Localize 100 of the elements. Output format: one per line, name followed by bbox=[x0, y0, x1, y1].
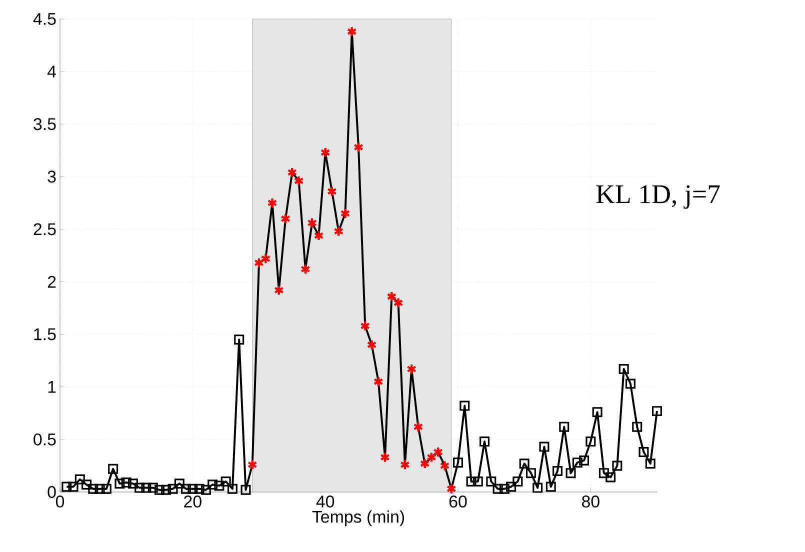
point bbox=[460, 400, 470, 411]
point bbox=[346, 26, 357, 38]
point bbox=[519, 458, 530, 469]
y-tick-label: 0 bbox=[48, 486, 56, 498]
point bbox=[94, 484, 105, 494]
point bbox=[532, 482, 543, 493]
point bbox=[486, 476, 496, 486]
point bbox=[433, 446, 444, 458]
point bbox=[625, 378, 636, 389]
point bbox=[480, 436, 490, 447]
point bbox=[413, 421, 424, 432]
x-tick-label: 20 bbox=[184, 496, 202, 508]
point bbox=[141, 482, 152, 493]
point bbox=[420, 458, 430, 470]
y-tick-label: 1 bbox=[48, 381, 56, 393]
point bbox=[280, 213, 291, 224]
point bbox=[539, 442, 550, 452]
point bbox=[154, 484, 164, 495]
point bbox=[234, 334, 244, 345]
point bbox=[340, 208, 350, 220]
y-tick-label: 2 bbox=[48, 276, 56, 288]
point bbox=[168, 484, 178, 494]
point bbox=[326, 186, 337, 197]
point bbox=[579, 455, 590, 466]
point bbox=[618, 364, 629, 374]
point bbox=[101, 484, 112, 494]
point bbox=[559, 422, 570, 432]
point bbox=[606, 472, 616, 482]
point bbox=[466, 476, 476, 486]
point bbox=[134, 482, 145, 493]
point bbox=[267, 197, 278, 209]
annotation: KL 1D, j=7 bbox=[596, 185, 720, 209]
point bbox=[320, 146, 330, 158]
point bbox=[148, 482, 158, 493]
point bbox=[499, 484, 510, 494]
point bbox=[652, 406, 662, 416]
point bbox=[453, 458, 464, 468]
point bbox=[512, 476, 523, 486]
y-tick-label: 1.5 bbox=[34, 328, 56, 340]
y-tick-label: 3.5 bbox=[34, 118, 56, 130]
point bbox=[492, 484, 503, 494]
x-axis-title: Temps (min) bbox=[312, 510, 404, 526]
point bbox=[188, 484, 198, 494]
point bbox=[274, 284, 284, 296]
point bbox=[354, 142, 364, 153]
point bbox=[74, 474, 85, 484]
point bbox=[373, 376, 384, 388]
point bbox=[307, 217, 318, 229]
point bbox=[638, 447, 649, 458]
point bbox=[526, 468, 536, 478]
point bbox=[161, 484, 172, 495]
point bbox=[194, 484, 204, 494]
point bbox=[598, 468, 609, 478]
point bbox=[334, 226, 344, 237]
point bbox=[220, 476, 231, 486]
point bbox=[68, 482, 78, 492]
point bbox=[240, 484, 251, 495]
point bbox=[181, 484, 192, 494]
point bbox=[506, 482, 516, 492]
y-tick-label: 3 bbox=[48, 170, 56, 183]
point bbox=[592, 407, 602, 418]
point bbox=[426, 452, 436, 463]
point bbox=[400, 459, 410, 470]
point bbox=[612, 460, 622, 471]
x-tick-label: 40 bbox=[316, 496, 334, 508]
x-tick-label: 0 bbox=[56, 496, 64, 508]
point bbox=[645, 458, 656, 469]
point bbox=[572, 458, 582, 468]
point bbox=[366, 339, 377, 350]
point bbox=[406, 363, 417, 375]
point bbox=[88, 484, 98, 494]
point bbox=[62, 482, 72, 492]
point bbox=[380, 452, 390, 463]
point bbox=[214, 480, 224, 491]
point bbox=[260, 253, 271, 264]
point bbox=[472, 476, 483, 486]
y-tick-label: 2.5 bbox=[34, 223, 56, 236]
point bbox=[446, 483, 456, 494]
point bbox=[208, 480, 218, 490]
x-tick-label: 80 bbox=[582, 496, 600, 508]
y-tick-label: 0.5 bbox=[34, 433, 56, 446]
point bbox=[200, 484, 211, 495]
y-tick-label: 4.5 bbox=[33, 13, 56, 25]
point bbox=[586, 436, 596, 447]
point bbox=[247, 459, 258, 470]
point bbox=[360, 320, 370, 332]
point bbox=[82, 480, 92, 490]
point bbox=[174, 478, 184, 489]
point bbox=[546, 482, 556, 492]
point bbox=[566, 468, 576, 478]
point bbox=[128, 478, 138, 489]
point bbox=[440, 460, 450, 472]
x-tick-label: 60 bbox=[449, 496, 467, 508]
point bbox=[552, 466, 563, 476]
point bbox=[108, 464, 118, 474]
point bbox=[114, 478, 125, 489]
point bbox=[227, 484, 238, 494]
point bbox=[300, 264, 310, 275]
point bbox=[121, 478, 132, 488]
y-tick-label: 4 bbox=[47, 66, 56, 78]
